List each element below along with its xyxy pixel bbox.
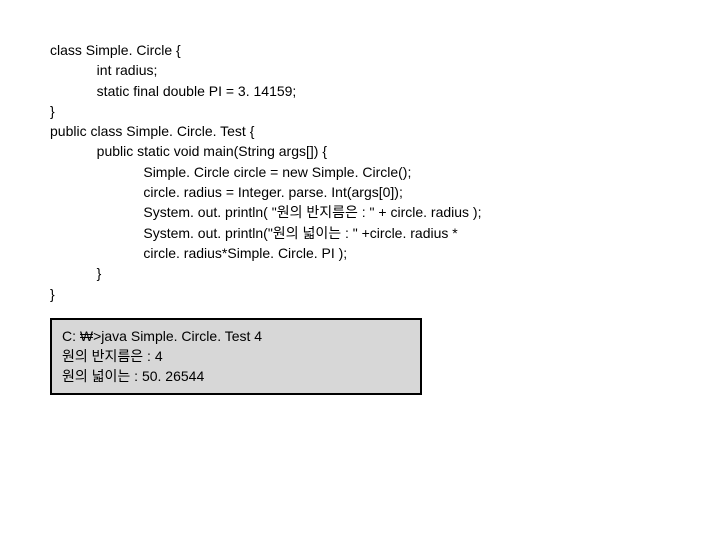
- code-block: class Simple. Circle { int radius; stati…: [50, 40, 670, 304]
- code-line: Simple. Circle circle = new Simple. Circ…: [50, 164, 411, 180]
- code-line: System. out. println("원의 넓이는 : " +circle…: [50, 225, 458, 241]
- output-box: C: ₩>java Simple. Circle. Test 4 원의 반지름은…: [50, 318, 422, 395]
- code-line: }: [50, 265, 101, 281]
- page-content: class Simple. Circle { int radius; stati…: [0, 0, 720, 435]
- code-line: System. out. println( "원의 반지름은 : " + cir…: [50, 204, 481, 220]
- code-line: public class Simple. Circle. Test {: [50, 123, 254, 139]
- code-line: class Simple. Circle {: [50, 42, 181, 58]
- code-line: circle. radius*Simple. Circle. PI );: [50, 245, 347, 261]
- output-line: C: ₩>java Simple. Circle. Test 4: [62, 326, 410, 346]
- code-line: circle. radius = Integer. parse. Int(arg…: [50, 184, 403, 200]
- code-line: }: [50, 286, 55, 302]
- code-line: }: [50, 103, 55, 119]
- output-line: 원의 반지름은 : 4: [62, 346, 410, 366]
- output-line: 원의 넓이는 : 50. 26544: [62, 366, 410, 386]
- code-line: static final double PI = 3. 14159;: [50, 83, 296, 99]
- code-line: public static void main(String args[]) {: [50, 143, 327, 159]
- code-line: int radius;: [50, 62, 157, 78]
